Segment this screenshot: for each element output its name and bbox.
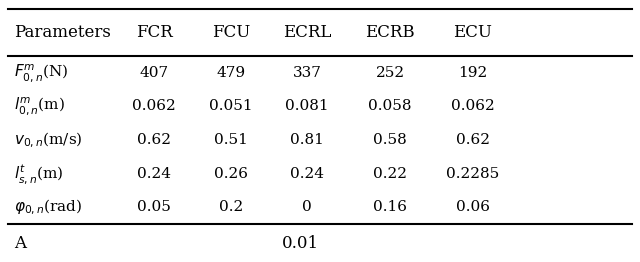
Text: $l_{0,n}^{m}$(m): $l_{0,n}^{m}$(m) [14,96,65,117]
Text: 0.062: 0.062 [132,99,176,113]
Text: 337: 337 [293,66,322,80]
Text: 0.058: 0.058 [369,99,412,113]
Text: 252: 252 [376,66,404,80]
Text: 0.81: 0.81 [291,133,324,147]
Text: ECRB: ECRB [365,24,415,41]
Text: $F_{0,n}^{m}$(N): $F_{0,n}^{m}$(N) [14,62,68,84]
Text: ECU: ECU [454,24,492,41]
Text: $l_{s,n}^{t}$(m): $l_{s,n}^{t}$(m) [14,162,64,186]
Text: 192: 192 [458,66,488,80]
Text: 0.01: 0.01 [282,235,319,252]
Text: 0.51: 0.51 [214,133,248,147]
Text: 0.24: 0.24 [138,167,172,181]
Text: 0.58: 0.58 [373,133,407,147]
Text: 0.26: 0.26 [214,167,248,181]
Text: 0: 0 [302,200,312,215]
Text: 0.22: 0.22 [373,167,407,181]
Text: $\varphi_{0,n}$(rad): $\varphi_{0,n}$(rad) [14,198,83,217]
Text: 407: 407 [140,66,169,80]
Text: 0.62: 0.62 [456,133,490,147]
Text: 0.081: 0.081 [285,99,329,113]
Text: FCU: FCU [212,24,250,41]
Text: A: A [14,235,26,252]
Text: 479: 479 [216,66,245,80]
Text: 0.62: 0.62 [138,133,172,147]
Text: FCR: FCR [136,24,173,41]
Text: 0.051: 0.051 [209,99,253,113]
Text: 0.24: 0.24 [291,167,324,181]
Text: 0.2285: 0.2285 [446,167,500,181]
Text: 0.05: 0.05 [138,200,172,215]
Text: 0.16: 0.16 [373,200,407,215]
Text: Parameters: Parameters [14,24,111,41]
Text: $v_{0,n}$(m/s): $v_{0,n}$(m/s) [14,130,83,150]
Text: 0.2: 0.2 [219,200,243,215]
Text: 0.06: 0.06 [456,200,490,215]
Text: ECRL: ECRL [283,24,332,41]
Text: 0.062: 0.062 [451,99,495,113]
